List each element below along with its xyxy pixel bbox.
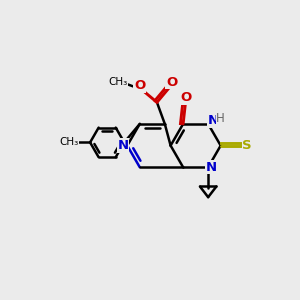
Text: O: O [180, 91, 192, 104]
Text: S: S [242, 139, 252, 152]
Text: O: O [134, 79, 145, 92]
Text: O: O [166, 76, 177, 89]
Text: N: N [206, 161, 217, 174]
Text: CH₃: CH₃ [108, 77, 128, 87]
Text: CH₃: CH₃ [59, 137, 78, 147]
Text: N: N [208, 115, 219, 128]
Text: H: H [216, 112, 225, 125]
Text: N: N [117, 139, 128, 152]
